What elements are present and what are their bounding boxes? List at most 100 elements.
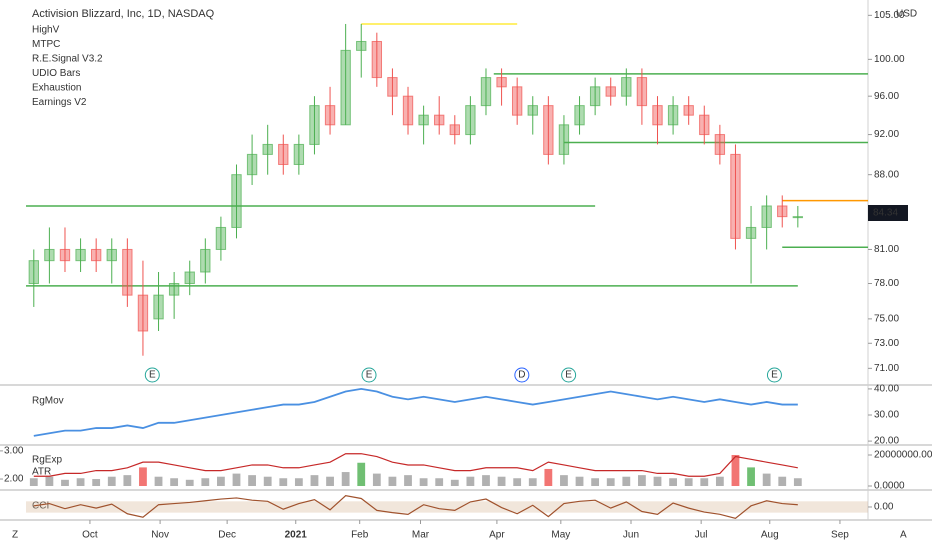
volume-bar — [263, 476, 272, 487]
candle-body — [449, 124, 460, 136]
x-tick-label: Sep — [831, 530, 849, 541]
x-tick-label: Oct — [82, 530, 98, 541]
volume-bar — [560, 475, 568, 487]
candle-body — [262, 143, 273, 155]
x-tick-label: Dec — [218, 530, 236, 541]
candle-body — [402, 95, 414, 126]
candle-body — [44, 248, 55, 262]
volume-bar — [653, 476, 662, 487]
volume-bar — [201, 478, 210, 487]
indicator-label: R.E.Signal V3.2 — [32, 54, 103, 65]
candle-body — [200, 248, 211, 273]
candle-body — [231, 174, 242, 228]
volume-bar — [419, 478, 428, 487]
pane-title: CCI — [32, 501, 49, 512]
volume-bar — [107, 476, 116, 487]
volume-bar — [497, 476, 506, 487]
candle-body — [636, 77, 648, 107]
volume-bar — [466, 476, 475, 487]
candle-body — [605, 86, 616, 97]
y-tick-label: 73.00 — [874, 338, 899, 349]
y-tick-label: 75.00 — [874, 314, 899, 325]
x-tick-label: Jun — [623, 530, 639, 541]
volume-bar — [45, 476, 54, 487]
y-tick-label: 40.00 — [874, 384, 899, 395]
candle-body — [777, 205, 788, 218]
x-tick-label: Aug — [761, 530, 779, 541]
candle-body — [184, 271, 195, 285]
volume-bar — [357, 462, 366, 487]
candle-body — [293, 143, 305, 165]
candle-body — [699, 114, 710, 136]
volume-bar — [341, 472, 350, 487]
y-tick-label: 20.00 — [874, 436, 899, 447]
candle-body — [652, 105, 663, 126]
event-label: D — [518, 370, 525, 381]
candle-body — [340, 49, 351, 126]
volume-bar — [482, 475, 490, 487]
volume-bar — [61, 479, 69, 487]
candle-body — [59, 248, 71, 262]
volume-bar — [404, 475, 412, 487]
volume-bar — [279, 478, 288, 487]
volume-bar — [123, 475, 132, 487]
candle-body — [558, 124, 570, 155]
volume-bar — [778, 476, 787, 487]
volume-bar — [310, 475, 319, 487]
y-tick-label: 105.00 — [874, 10, 905, 21]
volume-bar — [622, 476, 631, 487]
volume-bar — [139, 467, 147, 487]
candle-body — [589, 86, 601, 107]
candle-body — [434, 114, 445, 126]
candle-body — [246, 153, 258, 176]
event-marker — [766, 367, 782, 383]
indicator-label: HighV — [32, 25, 60, 36]
y-tick-label: 78.00 — [874, 278, 899, 289]
volume-bar — [762, 473, 771, 487]
x-tick-label: 2021 — [285, 530, 308, 541]
volume-bar — [248, 475, 256, 487]
candle-body — [215, 226, 227, 250]
volume-bar — [388, 476, 397, 487]
pane-title: RgExp — [32, 455, 62, 466]
y-tick-label: 92.00 — [874, 129, 899, 140]
auto-button[interactable]: A — [900, 530, 907, 541]
event-marker — [144, 367, 160, 383]
band — [26, 501, 868, 513]
candle-body — [324, 105, 336, 126]
candle-body — [496, 77, 507, 88]
volume-bar — [684, 478, 693, 487]
volume-bar — [450, 479, 459, 487]
x-tick-label: May — [551, 530, 570, 541]
y-tick-label: 0.00 — [874, 502, 894, 513]
candle-body — [761, 205, 772, 228]
candle-body — [667, 105, 679, 126]
volume-bar — [372, 473, 381, 487]
indicator-label: MTPC — [32, 39, 60, 50]
event-marker — [514, 367, 530, 383]
event-label: E — [565, 370, 572, 381]
event-label: E — [771, 370, 778, 381]
candle-body — [356, 40, 367, 51]
y-tick-label: 0.0000 — [874, 481, 905, 492]
candle-body — [137, 294, 149, 332]
volume-bar — [669, 478, 677, 487]
z-button[interactable]: Z — [12, 530, 18, 541]
volume-bar — [638, 475, 646, 487]
candle-body — [371, 40, 383, 79]
candle-body — [621, 77, 632, 97]
x-tick-label: Apr — [489, 530, 505, 541]
x-tick-label: Feb — [351, 530, 369, 541]
candle-body — [527, 105, 538, 116]
y-tick-label: 71.00 — [874, 363, 899, 374]
volume-bar — [326, 476, 334, 487]
candle-body — [309, 105, 320, 145]
volume-bar — [76, 478, 85, 487]
volume-bar — [294, 478, 303, 487]
candle-body — [418, 114, 429, 126]
candle-body — [543, 105, 554, 155]
candle-body — [90, 248, 102, 262]
y-tick-label: 30.00 — [874, 410, 899, 421]
